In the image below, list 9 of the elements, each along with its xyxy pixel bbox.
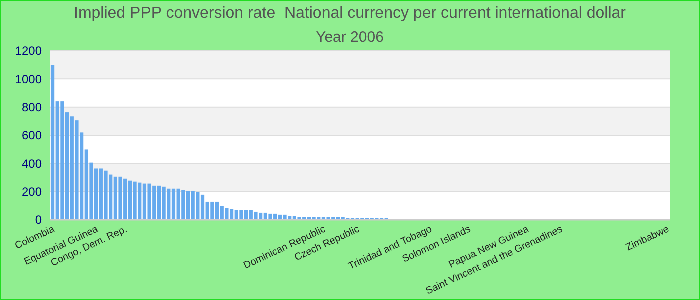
y-tick-label: 1200 — [15, 44, 42, 58]
y-tick-label: 400 — [22, 156, 42, 171]
chart-subtitle: Year 2006 — [316, 29, 384, 46]
y-tick-label: 200 — [22, 185, 42, 200]
chart-title: Implied PPP conversion rate National currency per current international dollar — [74, 5, 627, 22]
y-tick-label: 800 — [22, 100, 42, 115]
y-tick-label: 1000 — [15, 72, 42, 86]
y-tick-label: 600 — [22, 128, 42, 143]
y-tick-label: 0 — [35, 213, 42, 228]
